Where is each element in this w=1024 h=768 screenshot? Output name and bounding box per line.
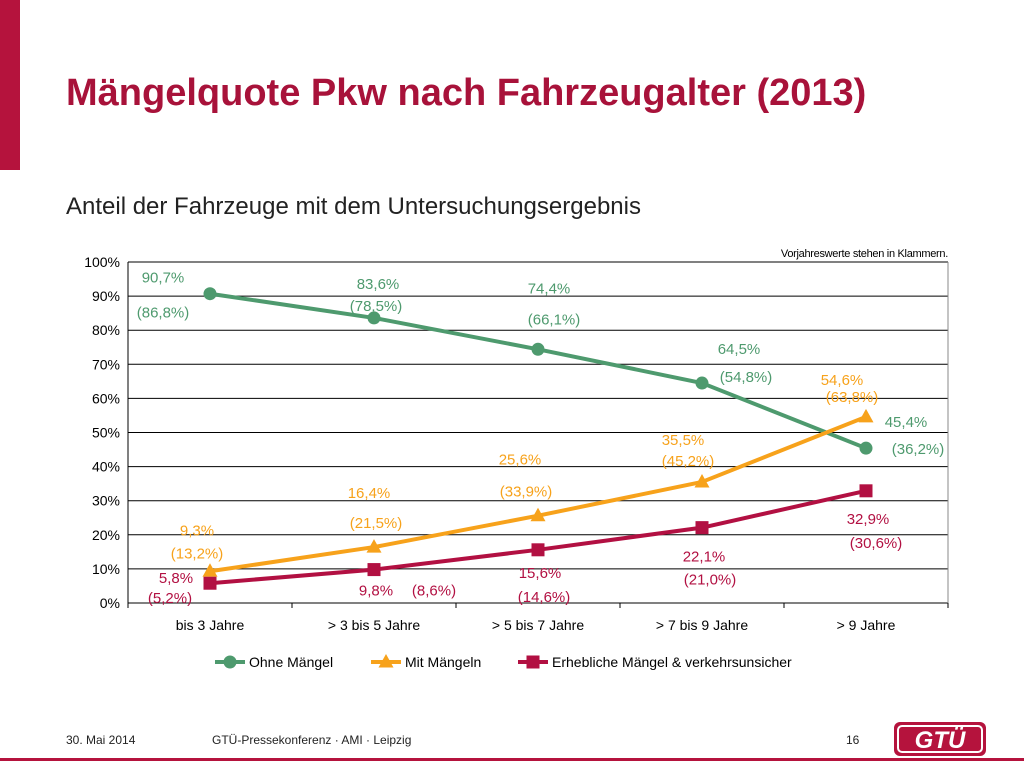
data-label-previous-year: (5,2%) xyxy=(148,590,192,607)
data-label: 83,6% xyxy=(357,276,400,293)
footer-page-number: 16 xyxy=(846,733,860,747)
y-tick-label: 50% xyxy=(92,425,120,441)
x-tick-label: > 5 bis 7 Jahre xyxy=(492,617,584,633)
data-point xyxy=(366,539,382,553)
accent-bar xyxy=(0,0,20,170)
data-label: 45,4% xyxy=(885,414,928,431)
data-label-previous-year: (54,8%) xyxy=(720,369,773,386)
data-label-previous-year: (45,2%) xyxy=(662,453,715,470)
data-point xyxy=(531,342,545,356)
data-label: 54,6% xyxy=(821,372,864,389)
data-label: 32,9% xyxy=(847,511,890,528)
data-label-previous-year: (21,0%) xyxy=(684,572,737,589)
y-tick-label: 90% xyxy=(92,288,120,304)
legend-marker xyxy=(378,654,394,668)
gtu-logo: GTÜ xyxy=(894,722,986,756)
data-label: 25,6% xyxy=(499,452,542,469)
data-point xyxy=(695,376,709,390)
y-tick-label: 60% xyxy=(92,390,120,406)
data-label: 90,7% xyxy=(142,270,185,287)
data-point xyxy=(859,484,873,498)
legend-label: Erhebliche Mängel & verkehrsunsicher xyxy=(552,654,792,670)
data-point xyxy=(202,563,218,577)
data-label-previous-year: (86,8%) xyxy=(137,305,190,322)
data-label: 22,1% xyxy=(683,549,726,566)
y-tick-label: 40% xyxy=(92,459,120,475)
data-label: 5,8% xyxy=(159,570,193,587)
footer-event: GTÜ-Pressekonferenz · AMI · Leipzig xyxy=(212,733,412,747)
data-point xyxy=(367,563,381,577)
data-point xyxy=(530,507,546,522)
data-point xyxy=(859,441,873,455)
footer-date: 30. Mai 2014 xyxy=(66,733,136,747)
y-tick-label: 30% xyxy=(92,493,120,509)
chart-note: Vorjahreswerte stehen in Klammern. xyxy=(781,248,948,260)
data-label-previous-year: (66,1%) xyxy=(528,311,581,328)
data-label: 64,5% xyxy=(718,341,761,358)
x-tick-label: > 3 bis 5 Jahre xyxy=(328,617,420,633)
y-tick-label: 0% xyxy=(100,595,120,611)
x-tick-label: > 7 bis 9 Jahre xyxy=(656,617,748,633)
data-point xyxy=(695,521,709,535)
data-label-previous-year: (78,5%) xyxy=(350,298,403,315)
data-label-previous-year: (13,2%) xyxy=(171,545,224,562)
data-label: 9,3% xyxy=(180,522,214,539)
svg-text:GTÜ: GTÜ xyxy=(915,727,966,754)
y-tick-label: 100% xyxy=(84,254,120,270)
legend-label: Mit Mängeln xyxy=(405,654,481,670)
data-label: 16,4% xyxy=(348,485,391,502)
slide-title: Mängelquote Pkw nach Fahrzeugalter (2013… xyxy=(66,72,867,114)
footer-line xyxy=(0,758,1024,761)
legend-marker xyxy=(223,655,237,669)
data-label-previous-year: (8,6%) xyxy=(412,583,456,600)
data-point xyxy=(858,408,874,423)
y-tick-label: 10% xyxy=(92,561,120,577)
data-label-previous-year: (30,6%) xyxy=(850,535,903,552)
x-tick-label: > 9 Jahre xyxy=(837,617,896,633)
data-label-previous-year: (14,6%) xyxy=(518,589,571,606)
data-label: 35,5% xyxy=(662,432,705,449)
slide-subtitle: Anteil der Fahrzeuge mit dem Untersuchun… xyxy=(66,193,641,220)
y-tick-label: 80% xyxy=(92,322,120,338)
data-label: 15,6% xyxy=(519,565,562,582)
line-chart: 0% 10% 20% 30% 40% 50% 60% 70% 80% 90% 100% bis 3 J… xyxy=(84,248,948,670)
y-tick-label: 70% xyxy=(92,356,120,372)
legend-marker xyxy=(526,655,540,669)
data-point xyxy=(203,576,217,590)
data-point xyxy=(367,311,381,325)
data-label: 9,8% xyxy=(359,583,393,600)
legend-label: Ohne Mängel xyxy=(249,654,333,670)
y-tick-label: 20% xyxy=(92,527,120,543)
data-point xyxy=(531,543,545,557)
data-label: 74,4% xyxy=(528,280,571,297)
data-point xyxy=(203,287,217,301)
x-tick-label: bis 3 Jahre xyxy=(176,617,245,633)
data-label-previous-year: (21,5%) xyxy=(350,515,403,532)
data-label-previous-year: (33,9%) xyxy=(500,484,553,501)
data-label-previous-year: (63,8%) xyxy=(826,389,879,406)
data-point xyxy=(694,473,710,488)
data-label-previous-year: (36,2%) xyxy=(892,441,945,458)
